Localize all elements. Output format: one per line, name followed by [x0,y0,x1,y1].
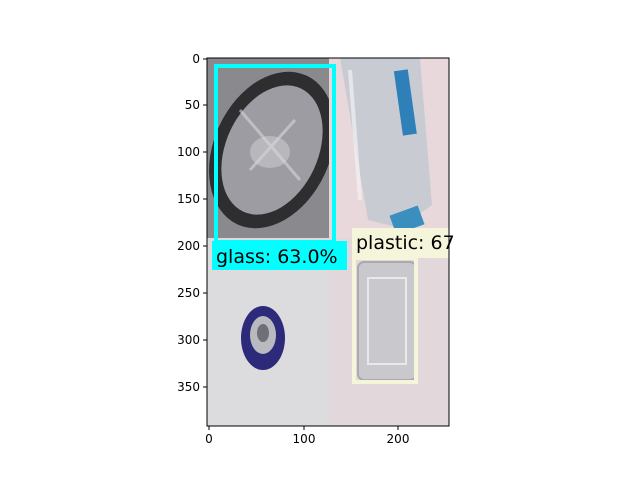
x-axis: 0 100 200 [205,426,409,446]
detection-label-glass: glass: 63.0% [216,246,338,268]
image-area [207,58,449,426]
y-tick-label: 100 [177,145,200,159]
water-bottle-panel [329,58,449,238]
detection-label-bg-glass [212,241,347,270]
y-tick-label: 0 [192,52,200,66]
y-tick-label: 150 [177,192,200,206]
detection-plastic: plastic: 67 [352,228,455,384]
y-tick-label: 350 [177,380,200,394]
y-tick-label: 200 [177,239,200,253]
x-tick-label: 200 [387,432,410,446]
y-axis: 0 50 100 150 200 250 300 350 [177,52,207,394]
plastic-tray-panel [329,238,449,426]
detection-label-bg-plastic [352,228,449,258]
y-tick-label: 250 [177,286,200,300]
axes-frame [206,57,450,427]
detection-label-plastic: plastic: 67 [356,232,455,254]
x-tick-label: 0 [205,432,213,446]
y-tick-label: 50 [185,98,200,112]
detection-glass: glass: 63.0% [212,64,347,270]
foil-plate-panel [207,58,329,238]
x-tick-label: 100 [293,432,316,446]
y-tick-label: 300 [177,333,200,347]
